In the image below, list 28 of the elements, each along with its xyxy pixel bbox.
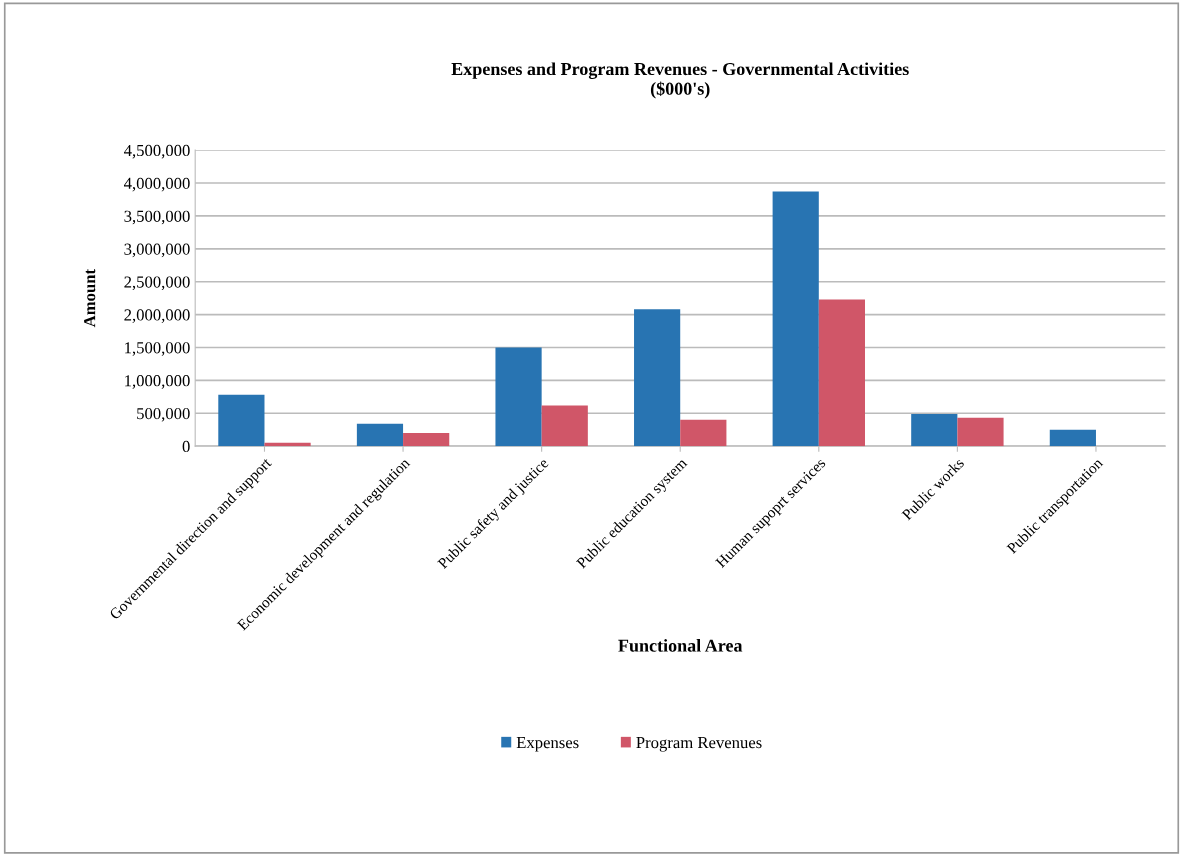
x-axis-title: Functional Area bbox=[618, 639, 743, 652]
bar bbox=[495, 347, 542, 447]
y-tick-label: 1,500,000 bbox=[125, 342, 190, 356]
bar bbox=[1049, 429, 1096, 447]
bar bbox=[818, 299, 865, 447]
bar bbox=[680, 419, 727, 447]
legend-label: Expenses bbox=[516, 737, 579, 752]
y-tick-label: 1,000,000 bbox=[125, 375, 190, 389]
y-tick-label: 4,500,000 bbox=[123, 144, 190, 159]
y-tick-label: 2,000,000 bbox=[124, 309, 190, 323]
y-tick-label: 3,000,000 bbox=[124, 243, 190, 258]
y-tick-label: 500,000 bbox=[137, 407, 190, 422]
bar bbox=[218, 394, 265, 447]
y-tick-label: 3,500,000 bbox=[124, 210, 190, 225]
y-tick-label: 4,000,000 bbox=[123, 177, 190, 192]
bar bbox=[264, 442, 311, 447]
legend-label: Program Revenues bbox=[636, 737, 762, 752]
bar bbox=[772, 191, 819, 447]
y-tick-label: 2,500,000 bbox=[124, 276, 190, 291]
bar bbox=[403, 433, 450, 447]
bar bbox=[634, 309, 681, 447]
bar bbox=[356, 423, 404, 447]
bar bbox=[957, 417, 1004, 447]
bar bbox=[911, 413, 958, 447]
chart-title: Expenses and Program Revenues - Governmental Activities ($000's) bbox=[451, 62, 909, 99]
bar bbox=[541, 405, 588, 447]
y-axis-title: Amount bbox=[84, 269, 96, 328]
y-tick-label: 0 bbox=[182, 440, 190, 453]
